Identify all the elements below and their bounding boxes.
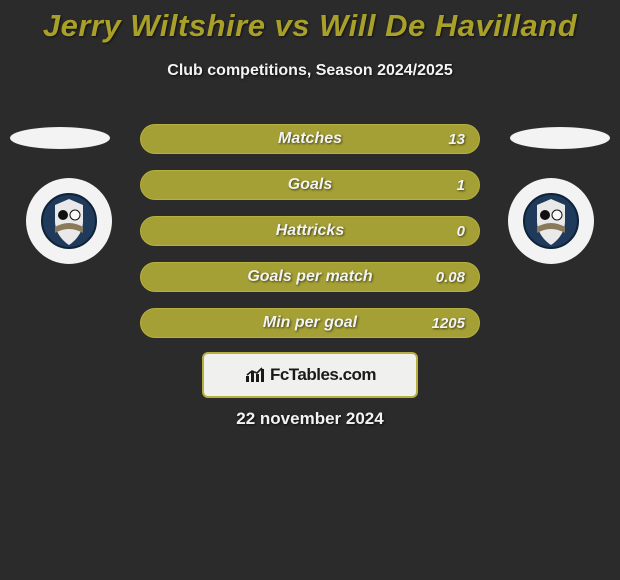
chart-icon [244, 366, 266, 384]
brand-inner: FcTables.com [244, 365, 376, 385]
left-player-marker [10, 127, 110, 149]
stat-row: Goals 1 [140, 170, 480, 200]
stat-label: Min per goal [263, 314, 357, 332]
brand-box: FcTables.com [202, 352, 418, 398]
stat-label: Matches [278, 130, 342, 148]
stat-label: Goals [288, 176, 332, 194]
stat-label: Goals per match [247, 268, 372, 286]
stat-value: 1205 [432, 315, 465, 332]
left-club-badge [26, 178, 112, 264]
stat-label: Hattricks [276, 222, 344, 240]
stat-value: 13 [448, 131, 465, 148]
stat-row: Goals per match 0.08 [140, 262, 480, 292]
date-label: 22 november 2024 [0, 409, 620, 429]
stat-row: Hattricks 0 [140, 216, 480, 246]
right-player-marker [510, 127, 610, 149]
club-logo-icon [41, 193, 97, 249]
stat-value: 0 [457, 223, 465, 240]
right-club-badge [508, 178, 594, 264]
stat-value: 1 [457, 177, 465, 194]
stat-row: Matches 13 [140, 124, 480, 154]
subtitle: Club competitions, Season 2024/2025 [0, 62, 620, 80]
stat-row: Min per goal 1205 [140, 308, 480, 338]
stat-value: 0.08 [436, 269, 465, 286]
brand-label: FcTables.com [270, 365, 376, 385]
club-logo-icon [523, 193, 579, 249]
page-title: Jerry Wiltshire vs Will De Havilland [0, 8, 620, 44]
infographic-root: Jerry Wiltshire vs Will De Havilland Clu… [0, 0, 620, 580]
stats-container: Matches 13 Goals 1 Hattricks 0 Goals per… [140, 124, 480, 354]
